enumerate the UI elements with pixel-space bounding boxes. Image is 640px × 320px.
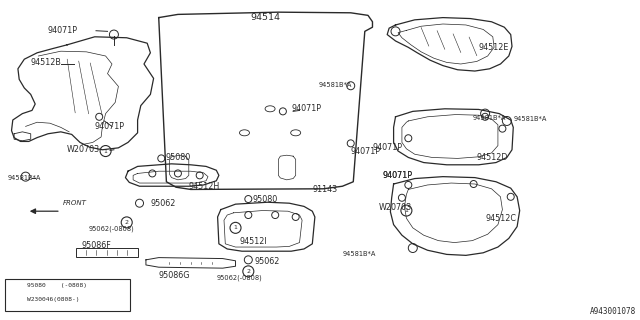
Text: 94581B*A: 94581B*A [319, 82, 352, 88]
Text: 94512B: 94512B [31, 58, 61, 67]
Bar [76, 248, 138, 257]
Text: W20703: W20703 [67, 145, 100, 154]
Text: 95086F: 95086F [82, 241, 111, 250]
Text: 94071P: 94071P [48, 26, 78, 35]
Text: A943001078: A943001078 [589, 307, 636, 316]
Text: 94581B*A: 94581B*A [472, 115, 506, 121]
Text: 94071P: 94071P [291, 104, 321, 113]
Text: 1: 1 [234, 225, 237, 230]
Text: 2: 2 [246, 269, 250, 274]
Text: 94512C: 94512C [485, 214, 516, 223]
Text: 94071P: 94071P [351, 148, 381, 156]
Text: 95062(-0808): 95062(-0808) [216, 275, 262, 281]
Text: 94581B*A: 94581B*A [513, 116, 547, 122]
Bar [5, 279, 130, 311]
Text: 94071P: 94071P [95, 122, 125, 131]
Text: W20703: W20703 [379, 203, 412, 212]
Text: 95062(-0808): 95062(-0808) [88, 226, 134, 232]
Text: 94581B*A: 94581B*A [8, 175, 41, 180]
Text: 1: 1 [13, 284, 17, 290]
Text: 95086G: 95086G [159, 271, 190, 280]
Text: 94512H: 94512H [189, 182, 220, 191]
Text: 1: 1 [404, 208, 408, 213]
Text: W230046(0808-): W230046(0808-) [27, 297, 79, 302]
Text: FRONT: FRONT [63, 200, 86, 206]
Text: 94512D: 94512D [477, 153, 508, 162]
Text: 1: 1 [104, 148, 108, 154]
Text: 94581B*A: 94581B*A [342, 252, 376, 257]
Text: 95062: 95062 [150, 199, 176, 208]
Text: 94071P: 94071P [383, 171, 413, 180]
Text: 2: 2 [125, 220, 129, 225]
Text: 95080: 95080 [165, 153, 190, 162]
Text: 94071P: 94071P [383, 171, 413, 180]
Text: 94071P: 94071P [372, 143, 403, 152]
Text: 94512E: 94512E [479, 43, 509, 52]
Text: 91143: 91143 [312, 185, 337, 194]
Text: 95080    (-0808): 95080 (-0808) [27, 283, 87, 288]
Text: 95062: 95062 [255, 257, 280, 266]
Text: 95080: 95080 [253, 195, 278, 204]
Text: 94514: 94514 [251, 13, 280, 22]
Text: 94512I: 94512I [240, 237, 268, 246]
